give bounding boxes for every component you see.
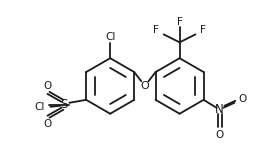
Text: F: F: [177, 17, 183, 27]
Text: F: F: [153, 25, 159, 35]
Text: O: O: [43, 81, 52, 91]
Text: O: O: [43, 119, 52, 129]
Text: O: O: [140, 81, 149, 91]
Text: O: O: [238, 94, 246, 104]
Text: Cl: Cl: [105, 32, 115, 42]
Text: O: O: [215, 130, 224, 140]
Text: N: N: [215, 103, 224, 116]
Text: S: S: [61, 98, 68, 111]
Text: F: F: [200, 25, 206, 35]
Text: Cl: Cl: [34, 102, 45, 112]
